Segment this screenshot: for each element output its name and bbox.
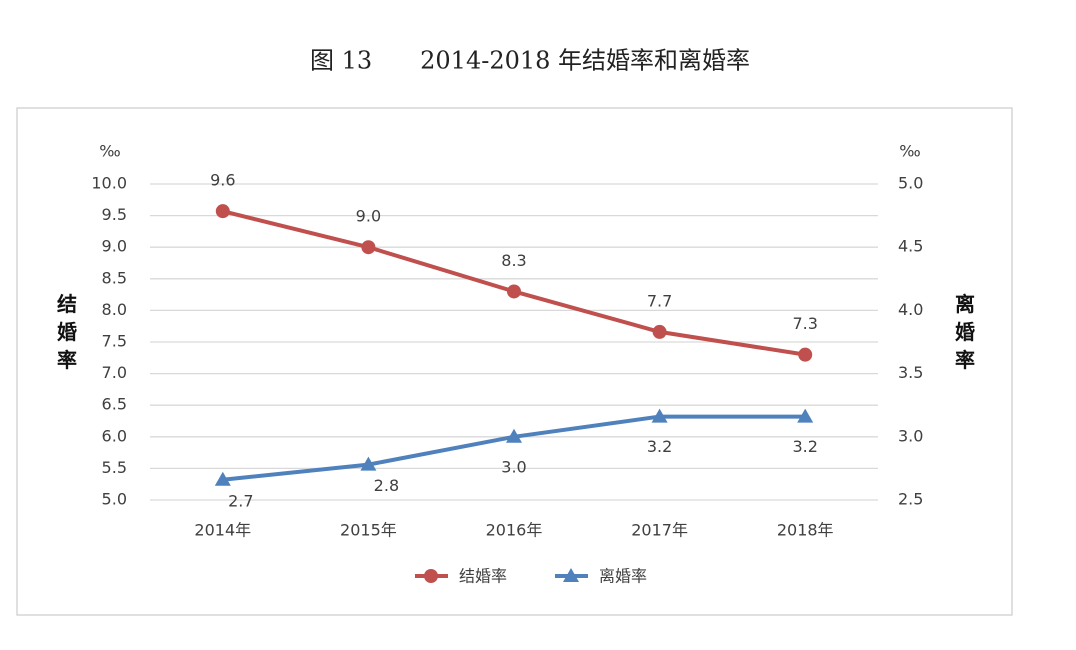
marker (798, 347, 813, 362)
marker (652, 324, 667, 339)
y2-unit: ‰ (899, 142, 920, 161)
marker (507, 284, 521, 299)
y-tick-label: 5.0 (102, 490, 127, 509)
axis-title: 离婚率 (955, 292, 975, 372)
chart-frame (16, 107, 1013, 616)
legend-marker (424, 569, 438, 583)
y2-tick-label: 3.5 (898, 363, 923, 382)
data-label: 3.2 (647, 437, 672, 456)
y2-tick-label: 3.0 (898, 426, 923, 445)
x-tick-label: 2017年 (631, 521, 688, 540)
data-label: 3.2 (792, 437, 817, 456)
y-tick-label: 6.5 (102, 395, 127, 414)
x-tick-label: 2018年 (777, 521, 834, 540)
axis-title: 结婚率 (57, 292, 77, 372)
legend-label: 离婚率 (599, 567, 647, 586)
data-label: 9.0 (356, 207, 381, 226)
y-tick-label: 8.0 (102, 300, 127, 319)
x-tick-label: 2015年 (340, 521, 397, 540)
y-tick-label: 7.5 (102, 332, 127, 351)
data-label: 2.8 (374, 476, 399, 495)
y2-tick-label: 4.0 (898, 300, 923, 319)
y-tick-label: 8.5 (102, 268, 127, 287)
chart-title: 图 13 2014-2018 年结婚率和离婚率 (310, 47, 750, 75)
legend-marker (563, 568, 579, 582)
marker (361, 240, 376, 255)
marker (797, 408, 814, 423)
marker (215, 204, 230, 219)
y-tick-label: 7.0 (102, 363, 127, 382)
marker (214, 471, 231, 486)
data-label: 9.6 (210, 171, 235, 190)
data-label: 3.0 (501, 457, 526, 476)
data-label: 7.3 (792, 314, 817, 333)
y2-tick-label: 2.5 (898, 490, 923, 509)
x-tick-label: 2016年 (486, 521, 543, 540)
y-tick-label: 5.5 (102, 458, 127, 477)
legend-label: 结婚率 (459, 567, 507, 586)
data-label: 7.7 (647, 291, 672, 310)
x-tick-label: 2014年 (194, 521, 251, 540)
y-tick-label: 10.0 (91, 174, 127, 193)
data-label: 2.7 (228, 491, 253, 510)
y2-tick-label: 5.0 (898, 174, 923, 193)
y-unit: ‰ (99, 142, 120, 161)
y-tick-label: 9.5 (102, 205, 127, 224)
data-label: 8.3 (501, 251, 526, 270)
marker (651, 408, 668, 423)
y-tick-label: 9.0 (102, 237, 127, 256)
y-tick-label: 6.0 (102, 426, 127, 445)
marker (506, 428, 522, 443)
y2-tick-label: 4.5 (898, 237, 923, 256)
marker (360, 456, 377, 471)
